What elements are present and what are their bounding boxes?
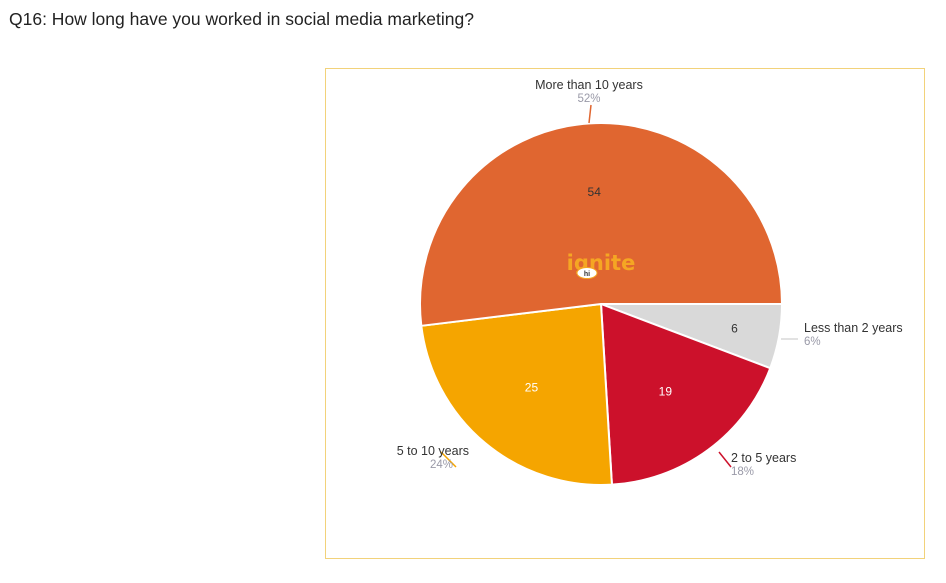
slice-percent-label: 18%: [731, 466, 754, 478]
leader-line: [718, 451, 732, 468]
slice-value-label: 25: [525, 380, 539, 394]
slice-value-label: 19: [659, 384, 673, 398]
slice-category-label: More than 10 years: [535, 78, 643, 92]
slice-category-label: 2 to 5 years: [731, 451, 796, 465]
leader-line: [440, 451, 457, 468]
slice-percent-label: 24%: [430, 459, 453, 471]
slice-value-label: 6: [731, 321, 738, 335]
slice-category-label: 5 to 10 years: [397, 444, 469, 458]
chart-frame: 6 Less than 2 years 6% 19 2 to 5 years 18% 25 5…: [325, 68, 925, 559]
leader-line: [588, 104, 592, 124]
slice-percent-label: 52%: [577, 93, 600, 105]
logo-badge-text: hi: [584, 271, 590, 278]
slice-percent-label: 6%: [804, 336, 821, 348]
pie-slice: [419, 122, 784, 327]
logo-badge: [576, 267, 598, 279]
pie-slice: [599, 302, 772, 486]
question-title: Q16: How long have you worked in social …: [9, 9, 474, 29]
slice-category-label: Less than 2 years: [804, 321, 903, 335]
pie-slice: [420, 302, 613, 486]
slice-value-label: 54: [588, 185, 602, 199]
